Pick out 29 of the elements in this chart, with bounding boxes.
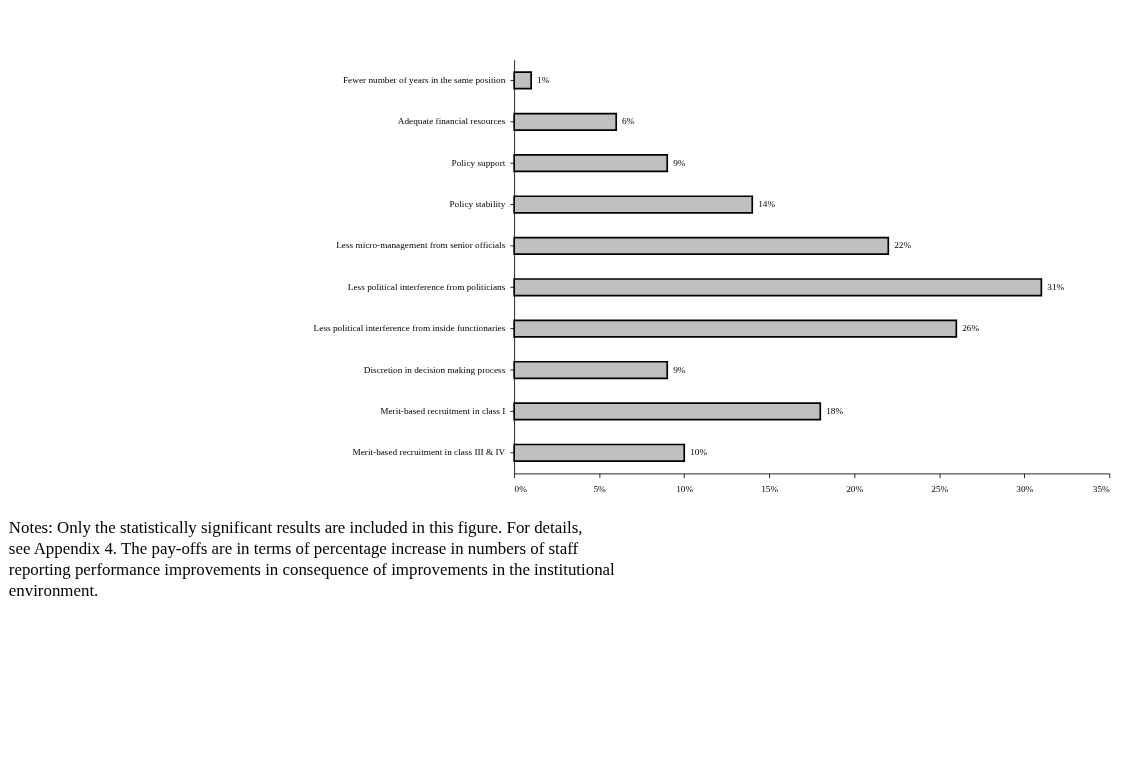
data-label: 18% (826, 405, 844, 416)
y-tick-label: Less micro-management from senior officials (336, 240, 506, 251)
y-tick-label: Merit-based recruitment in class III & IV (352, 447, 506, 458)
y-tick-label: Policy support (451, 157, 506, 168)
data-label: 14% (758, 199, 776, 210)
x-tick-label: 25% (931, 484, 949, 495)
y-tick-label: Less political interference from inside functionaries (313, 323, 506, 334)
y-tick-label: Less political interference from politicians (347, 281, 506, 292)
x-tick-label: 20% (846, 484, 864, 495)
x-tick-label: 5% (593, 484, 607, 495)
data-label: 9% (673, 364, 686, 375)
data-label: 10% (690, 447, 708, 458)
y-tick-label: Fewer number of years in the same position (342, 74, 506, 85)
data-label: 6% (622, 116, 635, 127)
text: Notes: Only the statistically significant results are included in this figure. For details, see Appendix 4. The pay-offs are in terms of percentage increase in numbers of staff reporting performance improvements in consequence of improvements in the institutional environment. (8, 517, 616, 600)
data-label: 31% (1047, 281, 1065, 292)
data-label: 22% (894, 240, 912, 251)
data-label: 1% (537, 74, 550, 85)
x-tick-label: 35% (1092, 484, 1111, 495)
x-tick-label: 30% (1016, 484, 1034, 495)
x-tick-label: 10% (676, 484, 694, 495)
data-label: 9% (673, 157, 686, 168)
y-tick-label: Merit-based recruitment in class I (380, 405, 506, 416)
y-tick-label: Policy stability (449, 199, 506, 210)
x-tick-label: 15% (761, 484, 779, 495)
data-label: 26% (962, 323, 980, 334)
y-tick-label: Adequate financial resources (397, 116, 506, 127)
x-tick-label: 0% (514, 484, 528, 495)
y-tick-label: Discretion in decision making process (363, 364, 506, 375)
